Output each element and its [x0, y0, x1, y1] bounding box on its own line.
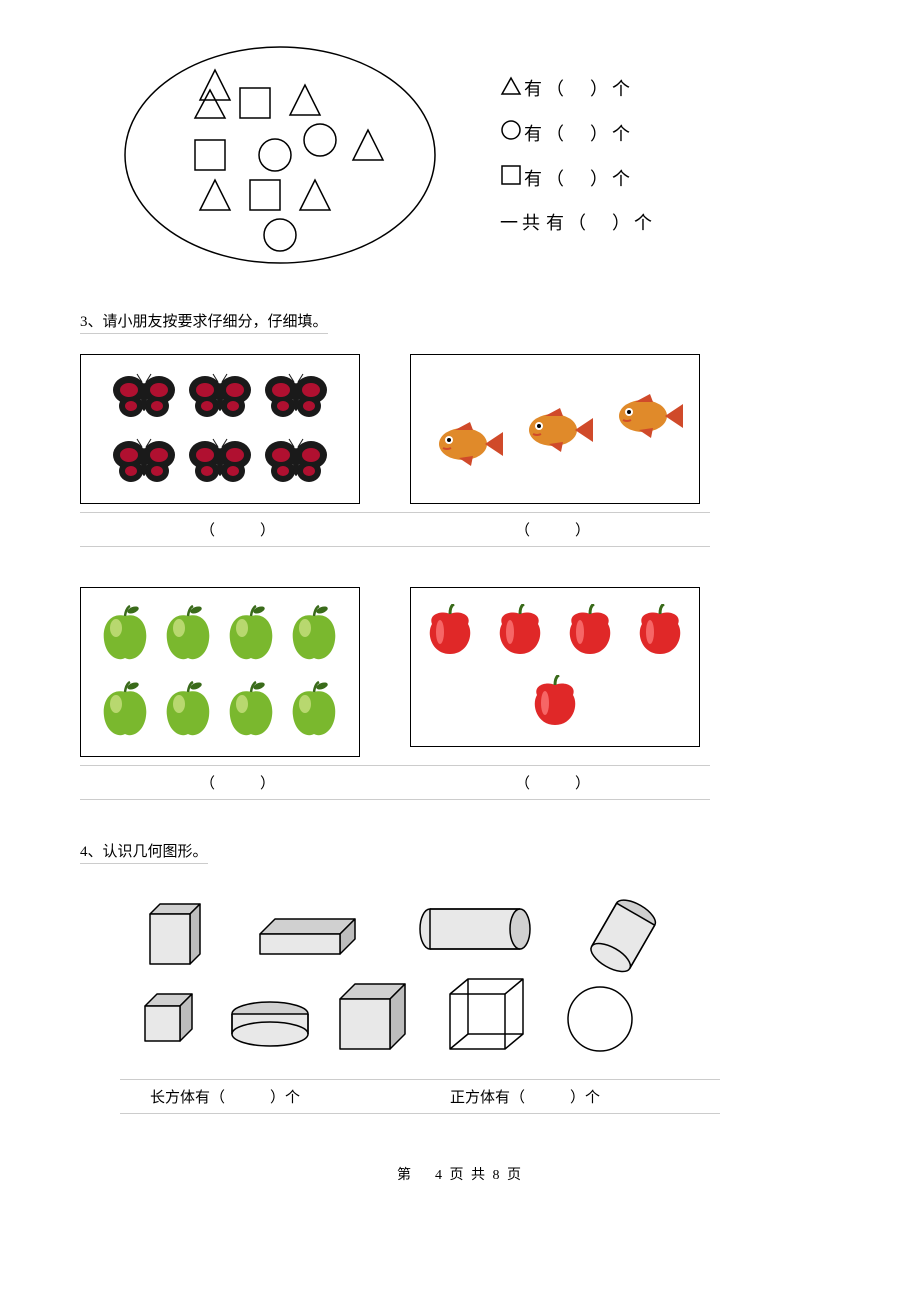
blank: （ ） [395, 772, 710, 793]
butterfly-icon [185, 372, 255, 422]
apple-icon [224, 680, 279, 740]
triangle-icon [500, 76, 522, 101]
peppers-box [410, 587, 700, 747]
apple-icon [224, 604, 279, 664]
count-row-circle: 有（ ）个 [500, 119, 656, 146]
q4-label: 4、认识几何图形。 [80, 840, 208, 864]
apples-box [80, 587, 360, 757]
footer-suffix: 页 [507, 1168, 523, 1183]
blank: （ ） [80, 519, 395, 540]
question-4: 4、认识几何图形。 [80, 840, 840, 1114]
total-prefix: 一共 [500, 209, 544, 235]
butterfly-icon [109, 437, 179, 487]
cube-blank: 正方体有（ ）个 [420, 1086, 720, 1107]
pepper-icon [560, 604, 620, 659]
pepper-icon [490, 604, 550, 659]
fish-icon [515, 402, 595, 457]
q3-row1 [80, 354, 840, 504]
fish-box [410, 354, 700, 504]
blank: （ ） [80, 772, 395, 793]
q4-blanks: 长方体有（ ）个 正方体有（ ）个 [120, 1079, 720, 1114]
q3-row2-blanks: （ ） （ ） [80, 765, 710, 800]
count-text: 有（ ）个 [546, 209, 656, 235]
q3-label: 3、请小朋友按要求仔细分，仔细填。 [80, 310, 328, 334]
butterfly-icon [109, 372, 179, 422]
q3-row2 [80, 587, 840, 757]
pepper-icon [630, 604, 690, 659]
page-footer: 第 4 页 共 8 页 [80, 1164, 840, 1184]
footer-page: 4 [435, 1168, 444, 1183]
square-icon [500, 164, 522, 191]
count-text: 有（ ）个 [524, 120, 634, 146]
circle-icon [500, 119, 522, 146]
count-text: 有（ ）个 [524, 75, 634, 101]
apple-icon [287, 680, 342, 740]
butterfly-icon [261, 372, 331, 422]
butterflies-box [80, 354, 360, 504]
fish-icon [425, 416, 505, 471]
q3-row1-blanks: （ ） （ ） [80, 512, 710, 547]
question-oval-shapes: 有（ ）个 有（ ）个 有（ ）个 一共 有（ ）个 [120, 40, 840, 270]
count-row-triangle: 有（ ）个 [500, 75, 656, 101]
footer-total: 8 [493, 1168, 502, 1183]
pepper-icon [525, 675, 585, 730]
pepper-icon [420, 604, 480, 659]
apple-icon [287, 604, 342, 664]
butterfly-icon [261, 437, 331, 487]
apple-icon [161, 604, 216, 664]
count-row-total: 一共 有（ ）个 [500, 209, 656, 235]
fish-icon [605, 388, 685, 443]
apple-icon [98, 680, 153, 740]
solids-figure [120, 894, 720, 1069]
apple-icon [98, 604, 153, 664]
count-row-square: 有（ ）个 [500, 164, 656, 191]
footer-prefix: 第 [397, 1168, 413, 1183]
footer-mid: 页 共 [450, 1168, 488, 1183]
question-3: 3、请小朋友按要求仔细分，仔细填。 （ ） （ ） （ ） （ ） [80, 310, 840, 800]
cuboid-blank: 长方体有（ ）个 [120, 1086, 420, 1107]
blank: （ ） [395, 519, 710, 540]
apple-icon [161, 680, 216, 740]
count-text: 有（ ）个 [524, 165, 634, 191]
butterfly-icon [185, 437, 255, 487]
shapes-oval [120, 40, 440, 270]
shape-count-list: 有（ ）个 有（ ）个 有（ ）个 一共 有（ ）个 [500, 75, 656, 235]
